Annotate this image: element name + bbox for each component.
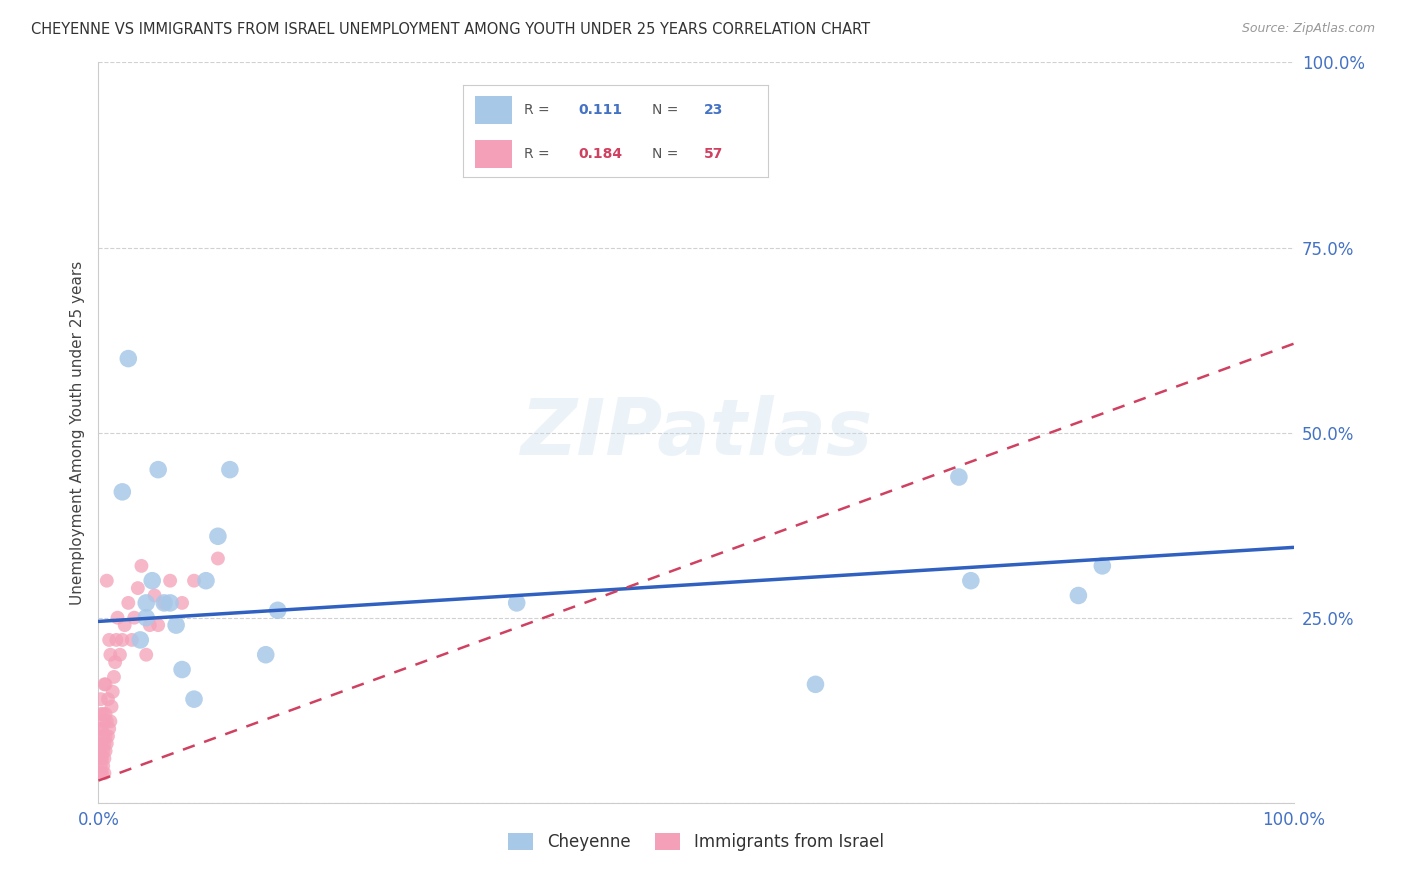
Point (107, 610, 129, 624)
Point (172, 596, 194, 610)
Point (98, 714, 122, 729)
Point (91, 706, 114, 721)
Point (267, 603, 290, 617)
Point (100, 699, 122, 714)
Point (91, 722, 114, 736)
Point (153, 596, 176, 610)
Point (96, 574, 118, 588)
Point (148, 618, 170, 632)
Point (91, 766, 114, 780)
Point (121, 632, 143, 647)
Point (143, 589, 166, 603)
Point (183, 574, 205, 588)
Point (94, 744, 117, 758)
Point (91, 737, 114, 751)
Point (98, 648, 122, 662)
Point (98, 722, 121, 736)
Point (135, 648, 157, 662)
Point (105, 632, 128, 647)
Point (114, 618, 136, 632)
Text: ZIPatlas: ZIPatlas (520, 394, 872, 471)
Point (93, 677, 115, 691)
Point (91, 744, 114, 758)
Point (165, 618, 187, 632)
Point (90, 706, 112, 721)
Point (1091, 558, 1114, 573)
Point (131, 558, 153, 573)
Point (96, 737, 118, 751)
Legend: Cheyenne, Immigrants from Israel: Cheyenne, Immigrants from Israel (502, 826, 890, 857)
Point (139, 618, 162, 632)
Point (101, 685, 124, 699)
Point (195, 574, 218, 588)
Point (159, 596, 181, 610)
Point (117, 351, 139, 366)
Point (207, 529, 229, 543)
Point (91, 758, 114, 772)
Point (141, 574, 163, 588)
Point (183, 692, 205, 706)
Point (148, 462, 170, 476)
Point (90, 766, 112, 780)
Point (93, 751, 115, 765)
Point (111, 632, 134, 647)
Point (108, 648, 131, 662)
Point (111, 484, 134, 499)
Point (948, 470, 970, 484)
Point (153, 596, 176, 610)
Point (172, 663, 194, 677)
Point (93, 766, 115, 780)
Point (219, 462, 242, 476)
Point (94, 706, 117, 721)
Point (97, 692, 120, 706)
Point (104, 655, 127, 669)
Point (159, 574, 181, 588)
Point (90, 758, 112, 772)
Point (124, 610, 146, 624)
Point (90, 737, 112, 751)
Point (1067, 589, 1090, 603)
Point (960, 574, 983, 588)
Point (91, 729, 114, 743)
Point (90, 744, 112, 758)
Point (117, 596, 139, 610)
Point (98, 632, 121, 647)
Point (207, 551, 229, 566)
Point (90, 692, 112, 706)
Point (506, 596, 529, 610)
Point (93, 737, 115, 751)
Point (91, 751, 114, 765)
Point (129, 632, 152, 647)
Point (135, 596, 157, 610)
Point (254, 648, 277, 662)
Point (90, 751, 112, 765)
Point (804, 677, 827, 691)
Point (90, 722, 112, 736)
Point (127, 581, 149, 595)
Text: CHEYENNE VS IMMIGRANTS FROM ISRAEL UNEMPLOYMENT AMONG YOUTH UNDER 25 YEARS CORRE: CHEYENNE VS IMMIGRANTS FROM ISRAEL UNEMP… (31, 22, 870, 37)
Point (93, 714, 115, 729)
Point (135, 610, 157, 624)
Text: Source: ZipAtlas.com: Source: ZipAtlas.com (1241, 22, 1375, 36)
Point (94, 677, 117, 691)
Point (94, 729, 117, 743)
Point (96, 714, 118, 729)
Point (97, 729, 120, 743)
Y-axis label: Unemployment Among Youth under 25 years: Unemployment Among Youth under 25 years (69, 260, 84, 605)
Point (103, 670, 125, 684)
